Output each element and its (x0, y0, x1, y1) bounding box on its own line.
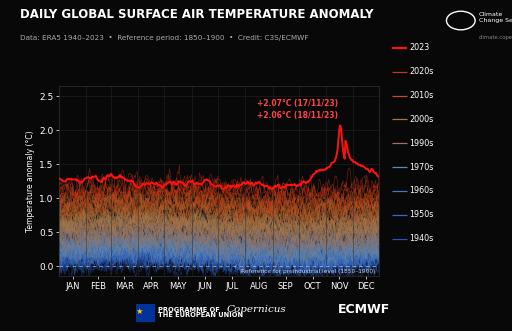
Text: +2.07°C (17/11/23): +2.07°C (17/11/23) (258, 99, 338, 108)
Y-axis label: Temperature anomaly (°C): Temperature anomaly (°C) (26, 130, 35, 232)
Text: 2000s: 2000s (410, 115, 434, 124)
Text: 1960s: 1960s (410, 186, 434, 196)
Text: +2.06°C (18/11/23): +2.06°C (18/11/23) (258, 111, 338, 120)
Text: PROGRAMME OF: PROGRAMME OF (158, 307, 220, 313)
Text: 1950s: 1950s (410, 210, 434, 219)
Text: 2010s: 2010s (410, 91, 434, 100)
Text: 1990s: 1990s (410, 139, 434, 148)
Text: Climate
Change Service: Climate Change Service (479, 12, 512, 23)
Text: THE EUROPEAN UNION: THE EUROPEAN UNION (158, 312, 243, 318)
Text: DAILY GLOBAL SURFACE AIR TEMPERATURE ANOMALY: DAILY GLOBAL SURFACE AIR TEMPERATURE ANO… (20, 8, 374, 21)
Text: climate.copernicus.eu: climate.copernicus.eu (479, 35, 512, 40)
Text: Data: ERA5 1940–2023  •  Reference period: 1850–1900  •  Credit: C3S/ECMWF: Data: ERA5 1940–2023 • Reference period:… (20, 35, 309, 41)
Text: 2023: 2023 (410, 43, 430, 53)
Text: ★: ★ (136, 307, 143, 316)
Text: 1970s: 1970s (410, 163, 434, 172)
Text: Copernicus: Copernicus (226, 305, 286, 314)
Text: 1940s: 1940s (410, 234, 434, 243)
Text: 2020s: 2020s (410, 67, 434, 76)
Text: ECMWF: ECMWF (338, 303, 390, 316)
Text: Reference for preindustrial level (1850–1900): Reference for preindustrial level (1850–… (241, 269, 376, 274)
